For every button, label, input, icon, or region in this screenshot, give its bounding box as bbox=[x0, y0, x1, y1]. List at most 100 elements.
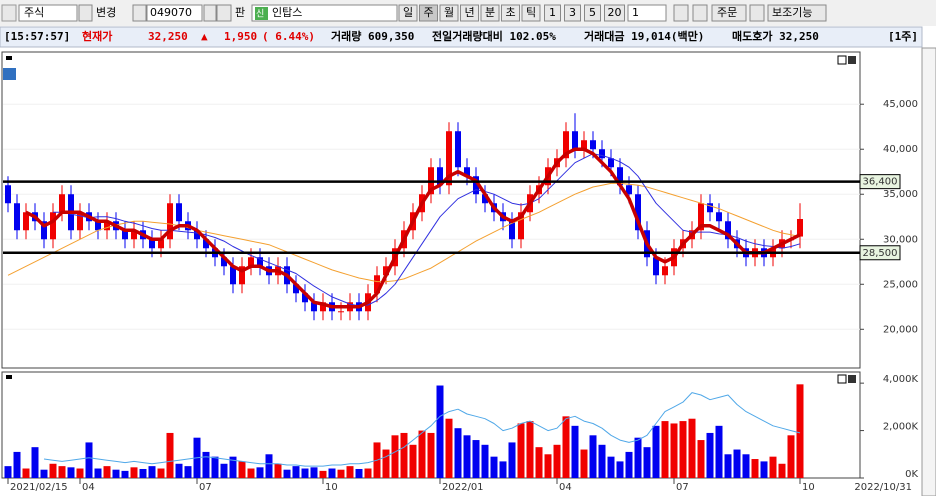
save-icon[interactable] bbox=[673, 4, 689, 22]
volume-bar bbox=[238, 461, 246, 478]
candle-body bbox=[41, 221, 47, 240]
candle-body bbox=[581, 140, 587, 150]
panel-icon[interactable] bbox=[3, 68, 16, 80]
candle-body bbox=[725, 221, 731, 240]
candle-body bbox=[518, 212, 524, 240]
count-button[interactable] bbox=[584, 4, 601, 22]
arrow: ▲ bbox=[201, 30, 208, 43]
volume-bar bbox=[364, 468, 372, 478]
close-button[interactable] bbox=[848, 56, 856, 64]
y-tick-label: 25,000 bbox=[883, 279, 918, 290]
volume-bar bbox=[580, 449, 588, 478]
name-box[interactable] bbox=[251, 4, 398, 22]
count-button[interactable] bbox=[564, 4, 581, 22]
candle-body bbox=[707, 203, 713, 213]
price-panel bbox=[1, 51, 861, 369]
x-tick-label: 07 bbox=[199, 482, 212, 493]
candle-body bbox=[482, 194, 488, 204]
panel-marker bbox=[6, 375, 12, 379]
candle-body bbox=[248, 257, 254, 267]
restore-button[interactable] bbox=[837, 55, 847, 65]
period-button[interactable] bbox=[460, 4, 479, 22]
period-button[interactable] bbox=[439, 4, 459, 22]
period-button[interactable] bbox=[501, 4, 520, 22]
pan-button[interactable]: 판 bbox=[235, 6, 245, 19]
period-button[interactable] bbox=[419, 4, 438, 22]
volume-bar bbox=[454, 428, 462, 478]
volume-bar bbox=[355, 468, 363, 478]
search-button[interactable] bbox=[216, 4, 232, 22]
price-label: 현재가 bbox=[82, 29, 112, 43]
dropdown[interactable] bbox=[132, 4, 147, 22]
candle-body bbox=[23, 212, 29, 231]
amount: 거래대금 19,014(백만) bbox=[584, 29, 704, 43]
change-button[interactable]: 변경 bbox=[96, 6, 116, 19]
y-tick-label: 20,000 bbox=[883, 324, 918, 335]
candle-body bbox=[95, 221, 101, 231]
volume-bar bbox=[346, 466, 354, 478]
volume-bar bbox=[589, 435, 597, 478]
badge-bg bbox=[255, 7, 268, 20]
candle-body bbox=[473, 176, 479, 195]
candle-body bbox=[608, 158, 614, 168]
volume-bar bbox=[292, 466, 300, 478]
period-button[interactable] bbox=[521, 4, 541, 22]
add-button[interactable] bbox=[749, 4, 765, 22]
vs-prev: 전일거래량대비 102.05% bbox=[432, 29, 556, 43]
volume-bar bbox=[58, 466, 66, 478]
volume-bar bbox=[670, 423, 678, 478]
candle-body bbox=[572, 131, 578, 150]
volume-bar bbox=[31, 447, 39, 478]
volume-bar bbox=[67, 467, 75, 478]
count-button[interactable] bbox=[604, 4, 625, 22]
volume-bar bbox=[121, 470, 129, 478]
unit-input[interactable] bbox=[627, 4, 667, 22]
candle-body bbox=[194, 230, 200, 240]
period: [1주] bbox=[888, 30, 918, 43]
dropdown[interactable] bbox=[78, 4, 93, 22]
aux-button[interactable] bbox=[767, 4, 827, 22]
volume-bar bbox=[481, 444, 489, 478]
period-button[interactable] bbox=[398, 4, 418, 22]
volume-bar bbox=[247, 468, 255, 478]
restore-button[interactable] bbox=[837, 374, 847, 384]
volume-bar bbox=[544, 454, 552, 478]
volume-bar bbox=[517, 423, 525, 478]
nav-icon[interactable] bbox=[1, 4, 17, 22]
candle-body bbox=[464, 167, 470, 177]
volume-bar bbox=[715, 425, 723, 478]
close-button[interactable] bbox=[848, 375, 856, 383]
volume-bar bbox=[607, 456, 615, 478]
code-input[interactable] bbox=[146, 4, 203, 22]
x-tick-label: 2021/02/15 bbox=[10, 482, 68, 493]
order-button[interactable] bbox=[711, 4, 747, 22]
period-button[interactable] bbox=[480, 4, 500, 22]
candle-body bbox=[158, 239, 164, 249]
volume-bar bbox=[436, 385, 444, 478]
volume-bar bbox=[184, 466, 192, 478]
volume-bar bbox=[571, 425, 579, 478]
level-label: 36,400 bbox=[863, 177, 898, 188]
count-label: 3 bbox=[569, 6, 576, 19]
candle-body bbox=[716, 212, 722, 222]
volume-bar bbox=[337, 469, 345, 478]
period-label: 일 bbox=[403, 5, 413, 19]
volume-bar bbox=[148, 466, 156, 478]
candle-body bbox=[626, 185, 632, 195]
moving-average bbox=[53, 153, 801, 307]
volume-bar bbox=[490, 456, 498, 478]
candle-body bbox=[590, 140, 596, 150]
volume-bar bbox=[400, 432, 408, 478]
count-button[interactable] bbox=[544, 4, 561, 22]
volume-bar bbox=[202, 451, 210, 478]
candle-body bbox=[257, 257, 263, 267]
volume-bar bbox=[769, 456, 777, 478]
quote-time: [15:57:57] bbox=[4, 30, 70, 43]
candle-body bbox=[302, 293, 308, 303]
candle-body bbox=[50, 212, 56, 240]
market-select[interactable] bbox=[18, 4, 78, 22]
volume-bar bbox=[724, 454, 732, 478]
candle-body bbox=[662, 266, 668, 276]
dropdown[interactable] bbox=[203, 4, 217, 22]
settings-icon[interactable] bbox=[692, 4, 708, 22]
